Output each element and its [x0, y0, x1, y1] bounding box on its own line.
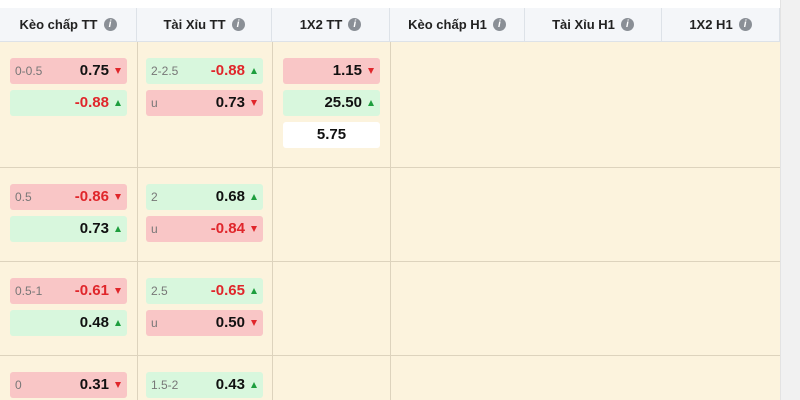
- odds-value: 25.50: [324, 94, 362, 111]
- odds-cell[interactable]: u -0.84: [146, 216, 263, 242]
- column-divider: [272, 356, 273, 400]
- handicap-line: u: [151, 96, 158, 110]
- trend-arrow: [251, 68, 257, 74]
- column-divider: [390, 42, 391, 168]
- trend-arrow: [115, 68, 121, 74]
- odds-cell[interactable]: 0.5-1 -0.61: [10, 278, 127, 304]
- odds-cell[interactable]: 0.5 -0.86: [10, 184, 127, 210]
- odds-value: 5.75: [316, 126, 347, 143]
- handicap-line: 0.5: [15, 190, 32, 204]
- odds-value: -0.84: [210, 220, 245, 237]
- info-icon[interactable]: i: [103, 18, 117, 31]
- odds-value: -0.86: [74, 188, 109, 205]
- trend-arrow: [115, 288, 121, 294]
- scrollbar[interactable]: [780, 0, 800, 400]
- odds-cell[interactable]: 1.15: [283, 58, 380, 84]
- odds-cell[interactable]: u 0.73: [146, 90, 263, 116]
- odds-value: 0.73: [215, 94, 245, 111]
- trend-arrow: [251, 382, 257, 388]
- trend-arrow: [251, 320, 257, 326]
- column-divider: [390, 356, 391, 400]
- handicap-line: 2.5: [151, 284, 168, 298]
- trend-arrow: [115, 382, 121, 388]
- odds-cell[interactable]: 0.73: [10, 216, 127, 242]
- info-icon[interactable]: i: [492, 18, 506, 31]
- odds-value: -0.61: [74, 282, 109, 299]
- column-divider: [272, 42, 273, 168]
- column-header: Tài Xỉu TT i: [137, 8, 272, 42]
- odds-value: 1.15: [332, 62, 362, 79]
- column-divider: [137, 262, 138, 356]
- trend-arrow: [251, 288, 257, 294]
- handicap-line: 0.5-1: [15, 284, 43, 298]
- column-title: 1X2 TT: [299, 17, 343, 32]
- odds-cell[interactable]: u 0.50: [146, 310, 263, 336]
- column-title: Kèo chấp H1: [408, 17, 487, 32]
- handicap-line: u: [151, 222, 158, 236]
- column-divider: [137, 168, 138, 262]
- odds-value: -0.88: [74, 94, 109, 111]
- trend-arrow: [251, 100, 257, 106]
- trend-arrow: [115, 320, 121, 326]
- column-title: Kèo chấp TT: [19, 17, 98, 32]
- trend-arrow: [115, 194, 121, 200]
- handicap-line: u: [151, 316, 158, 330]
- trend-arrow: [368, 68, 374, 74]
- odds-cell[interactable]: 2 0.68: [146, 184, 263, 210]
- odds-cell[interactable]: 2-2.5 -0.88: [146, 58, 263, 84]
- column-header: Kèo chấp TT i: [0, 8, 137, 42]
- column-divider: [272, 168, 273, 262]
- handicap-line: 0-0.5: [15, 64, 43, 78]
- handicap-line: 2-2.5: [151, 64, 179, 78]
- trend-arrow: [251, 226, 257, 232]
- odds-cell[interactable]: 0-0.5 0.75: [10, 58, 127, 84]
- odds-cell[interactable]: 5.75: [283, 122, 380, 148]
- odds-cell[interactable]: 1.5-2 0.43: [146, 372, 263, 398]
- column-header: 1X2 H1 i: [662, 8, 780, 42]
- column-divider: [137, 42, 138, 168]
- odds-cell[interactable]: 0 0.31: [10, 372, 127, 398]
- column-header: Kèo chấp H1 i: [390, 8, 525, 42]
- column-divider: [272, 262, 273, 356]
- info-icon[interactable]: i: [231, 18, 245, 31]
- column-divider: [390, 262, 391, 356]
- odds-cell[interactable]: 2.5 -0.65: [146, 278, 263, 304]
- info-icon[interactable]: i: [620, 18, 634, 31]
- odds-value: 0.73: [79, 220, 109, 237]
- odds-value: 0.50: [215, 314, 245, 331]
- handicap-line: 0: [15, 378, 22, 392]
- handicap-line: 1.5-2: [151, 378, 179, 392]
- handicap-line: 2: [151, 190, 158, 204]
- trend-arrow: [368, 100, 374, 106]
- odds-value: 0.43: [215, 376, 245, 393]
- column-title: Tài Xỉu TT: [163, 17, 226, 32]
- info-icon[interactable]: i: [348, 18, 362, 31]
- column-header: Tài Xỉu H1 i: [525, 8, 662, 42]
- trend-arrow: [115, 100, 121, 106]
- odds-cell[interactable]: -0.88: [10, 90, 127, 116]
- info-icon[interactable]: i: [738, 18, 752, 31]
- odds-value: -0.88: [210, 62, 245, 79]
- column-divider: [137, 356, 138, 400]
- column-header: 1X2 TT i: [272, 8, 390, 42]
- column-divider: [390, 168, 391, 262]
- trend-arrow: [115, 226, 121, 232]
- odds-value: -0.65: [210, 282, 245, 299]
- column-title: 1X2 H1: [689, 17, 733, 32]
- odds-value: 0.75: [79, 62, 109, 79]
- odds-value: 0.68: [215, 188, 245, 205]
- trend-arrow: [251, 194, 257, 200]
- odds-cell[interactable]: 25.50: [283, 90, 380, 116]
- odds-cell[interactable]: 0.48: [10, 310, 127, 336]
- odds-value: 0.31: [79, 376, 109, 393]
- odds-value: 0.48: [79, 314, 109, 331]
- column-title: Tài Xỉu H1: [552, 17, 615, 32]
